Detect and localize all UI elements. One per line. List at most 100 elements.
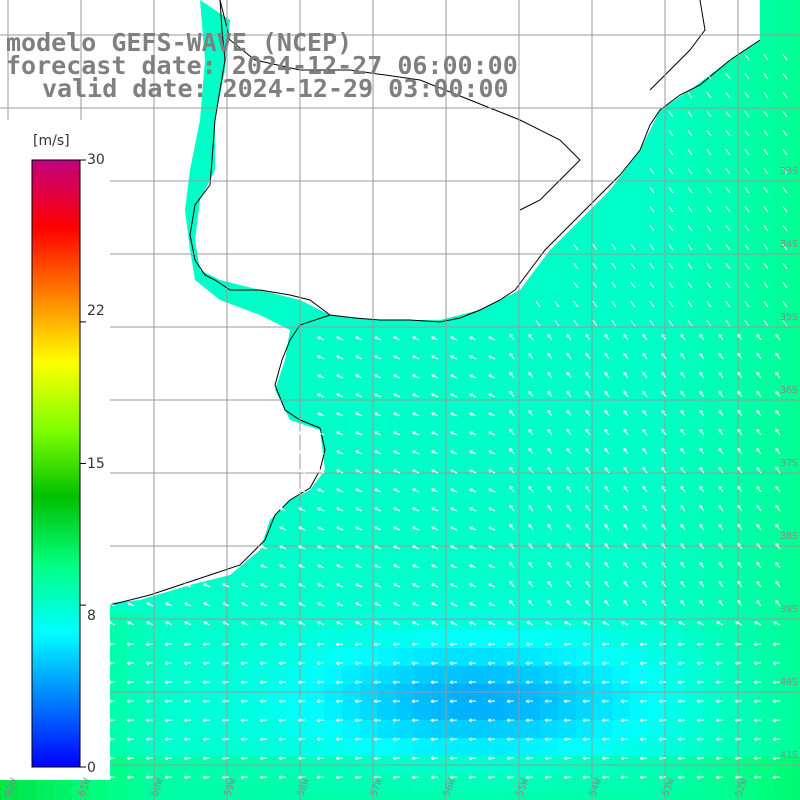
wind-cell	[792, 270, 800, 288]
wind-arrow	[392, 756, 401, 761]
wind-arrow	[392, 680, 401, 685]
wind-cell	[792, 216, 800, 234]
wind-cell	[450, 540, 468, 558]
wind-cell	[306, 666, 324, 684]
wind-arrow	[547, 504, 553, 512]
wind-arrow	[528, 371, 534, 379]
wind-arrow	[687, 168, 693, 175]
wind-arrow	[661, 599, 667, 607]
wind-arrow	[183, 718, 192, 723]
wind-arrow	[604, 485, 610, 493]
wind-arrow	[734, 661, 743, 666]
wind-cell	[792, 558, 800, 576]
wind-cell	[180, 684, 198, 702]
wind-arrow	[620, 756, 629, 761]
wind-cell	[414, 720, 432, 738]
model-title: modelo GEFS-WAVE (NCEP)	[6, 28, 353, 57]
wind-arrow	[336, 488, 344, 493]
wind-cell	[414, 774, 432, 792]
wind-cell	[630, 504, 648, 522]
wind-arrow	[706, 111, 712, 118]
wind-cell	[558, 666, 576, 684]
wind-arrow	[203, 621, 211, 626]
wind-arrow	[661, 409, 667, 417]
wind-cell	[774, 72, 792, 90]
wind-arrow	[412, 526, 420, 531]
wind-arrow	[687, 244, 693, 251]
wind-cell	[540, 540, 558, 558]
wind-cell	[234, 702, 252, 720]
wind-cell	[288, 612, 306, 630]
wind-cell	[576, 522, 594, 540]
wind-cell	[270, 576, 288, 594]
wind-arrow	[642, 504, 648, 512]
wind-cell	[738, 684, 756, 702]
wind-cell	[450, 360, 468, 378]
wind-cell	[630, 216, 648, 234]
wind-cell	[558, 432, 576, 450]
wind-cell	[684, 270, 702, 288]
wind-arrow	[706, 225, 712, 232]
wind-arrow	[240, 775, 249, 780]
wind-arrow	[126, 661, 135, 666]
wind-cell	[612, 234, 630, 252]
wind-cell	[396, 396, 414, 414]
wind-cell	[558, 540, 576, 558]
wind-arrow	[507, 621, 515, 626]
wind-cell	[612, 666, 630, 684]
wind-cell	[738, 540, 756, 558]
wind-arrow	[240, 642, 249, 647]
wind-arrow	[725, 225, 731, 232]
wind-arrow	[737, 580, 743, 588]
wind-arrow	[668, 168, 674, 175]
wind-arrow	[718, 352, 724, 360]
wind-arrow	[316, 718, 325, 723]
wind-cell	[360, 684, 378, 702]
wind-cell	[432, 378, 450, 396]
wind-arrow	[316, 680, 325, 685]
wind-cell	[432, 702, 450, 720]
wind-cell	[666, 540, 684, 558]
wind-arrow	[601, 718, 610, 723]
wind-cell	[702, 648, 720, 666]
wind-cell	[360, 702, 378, 720]
wind-cell	[738, 414, 756, 432]
wind-cell	[792, 450, 800, 468]
colorbar-tick-30: 30	[87, 152, 105, 168]
wind-cell	[288, 558, 306, 576]
wind-cell	[720, 648, 738, 666]
wind-arrow	[393, 564, 401, 569]
wind-cell	[288, 522, 306, 540]
wind-cell	[684, 198, 702, 216]
wind-arrow	[509, 409, 515, 417]
wind-arrow	[604, 447, 610, 455]
wind-arrow	[620, 718, 629, 723]
wind-cell	[702, 324, 720, 342]
wind-arrow	[240, 756, 249, 761]
wind-arrow	[677, 642, 686, 647]
wind-arrow	[203, 602, 211, 607]
wind-cell	[522, 702, 540, 720]
wind-arrow	[756, 523, 762, 531]
wind-cell	[558, 414, 576, 432]
wind-arrow	[756, 504, 762, 512]
wind-arrow	[680, 466, 686, 474]
wind-cell	[684, 558, 702, 576]
wind-arrow	[687, 206, 693, 213]
wind-cell	[684, 108, 702, 126]
wind-arrow	[668, 244, 674, 251]
wind-cell	[252, 774, 270, 792]
wind-arrow	[450, 526, 458, 531]
wind-cell	[468, 720, 486, 738]
wind-arrow	[412, 583, 420, 588]
wind-cell	[468, 648, 486, 666]
wind-arrow	[734, 737, 743, 742]
wind-cell	[486, 414, 504, 432]
wind-arrow	[336, 545, 344, 550]
wind-cell	[720, 684, 738, 702]
wind-arrow	[734, 642, 743, 647]
wind-cell	[738, 216, 756, 234]
wind-cell	[612, 738, 630, 756]
wind-arrow	[782, 187, 788, 194]
wind-arrow	[680, 599, 686, 607]
